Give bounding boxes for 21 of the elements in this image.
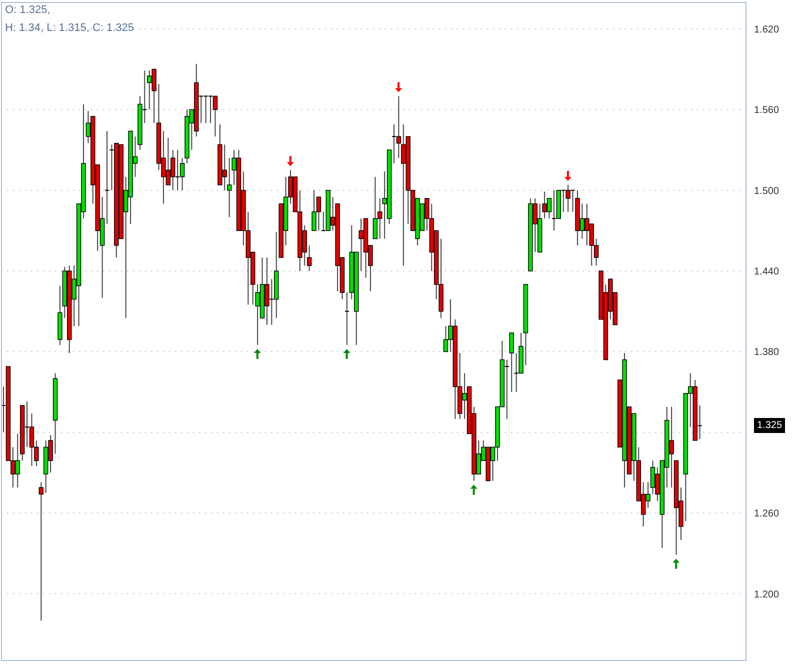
candlestick bbox=[344, 292, 350, 346]
candlestick bbox=[396, 96, 402, 159]
candlestick bbox=[38, 482, 44, 622]
candlestick bbox=[104, 130, 110, 224]
candlestick bbox=[504, 359, 510, 420]
y-tick-label: 1.560 bbox=[754, 105, 780, 116]
candlestick bbox=[372, 176, 378, 240]
text: H: 1.34, L: 1.315, C: 1.325 bbox=[5, 22, 134, 34]
y-tick-label: 1.440 bbox=[754, 266, 780, 278]
candlestick bbox=[212, 96, 218, 137]
text: 1.325 bbox=[754, 418, 786, 433]
candlestick bbox=[306, 244, 312, 272]
y-tick-label: 1.620 bbox=[754, 24, 780, 36]
candlestick bbox=[208, 96, 214, 124]
chart-title: O: 1.325, bbox=[5, 4, 50, 16]
y-tick-label: 1.260 bbox=[754, 508, 780, 520]
y-tick-label: 1.380 bbox=[754, 347, 780, 358]
y-tick-label: 1.200 bbox=[754, 589, 780, 600]
candlestick bbox=[203, 96, 208, 124]
y-tick-label: 1.500 bbox=[754, 186, 780, 197]
candlestick bbox=[509, 332, 514, 393]
